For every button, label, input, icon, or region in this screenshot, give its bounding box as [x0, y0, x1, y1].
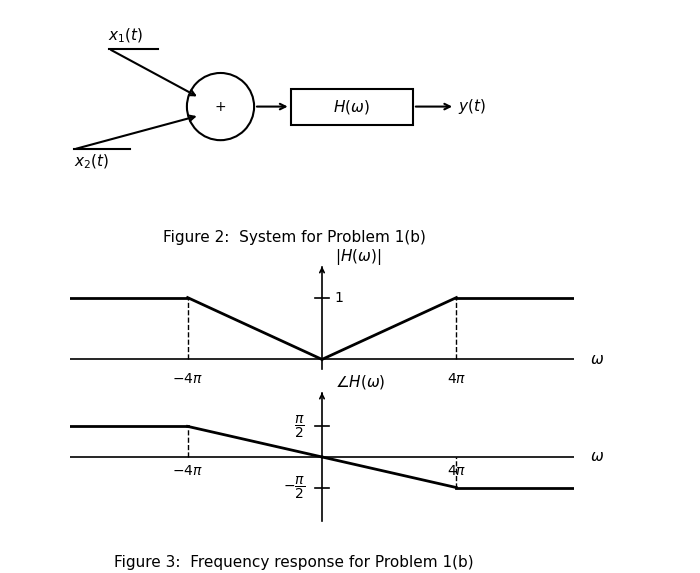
Text: $H(\omega)$: $H(\omega)$: [333, 97, 370, 116]
Text: $\dfrac{\pi}{2}$: $\dfrac{\pi}{2}$: [295, 413, 305, 439]
Text: ω: ω: [591, 352, 603, 367]
Text: $1$: $1$: [334, 291, 344, 305]
Text: $x_1(t)$: $x_1(t)$: [108, 27, 144, 45]
Text: ω: ω: [591, 449, 603, 465]
Text: $4\pi$: $4\pi$: [447, 464, 466, 478]
Text: $-4\pi$: $-4\pi$: [172, 464, 203, 478]
Text: $|H(\omega)|$: $|H(\omega)|$: [335, 246, 382, 266]
Text: $x_2(t)$: $x_2(t)$: [74, 153, 108, 171]
Text: Figure 2:  System for Problem 1(b): Figure 2: System for Problem 1(b): [162, 230, 426, 245]
Text: $y(t)$: $y(t)$: [458, 97, 486, 116]
Text: $-4\pi$: $-4\pi$: [172, 372, 203, 386]
Text: +: +: [215, 100, 226, 113]
Text: $4\pi$: $4\pi$: [447, 372, 466, 386]
Text: $-\dfrac{\pi}{2}$: $-\dfrac{\pi}{2}$: [283, 474, 305, 501]
Text: $\angle H(\omega)$: $\angle H(\omega)$: [335, 374, 386, 391]
FancyBboxPatch shape: [290, 89, 413, 125]
Text: Figure 3:  Frequency response for Problem 1(b): Figure 3: Frequency response for Problem…: [114, 555, 474, 570]
